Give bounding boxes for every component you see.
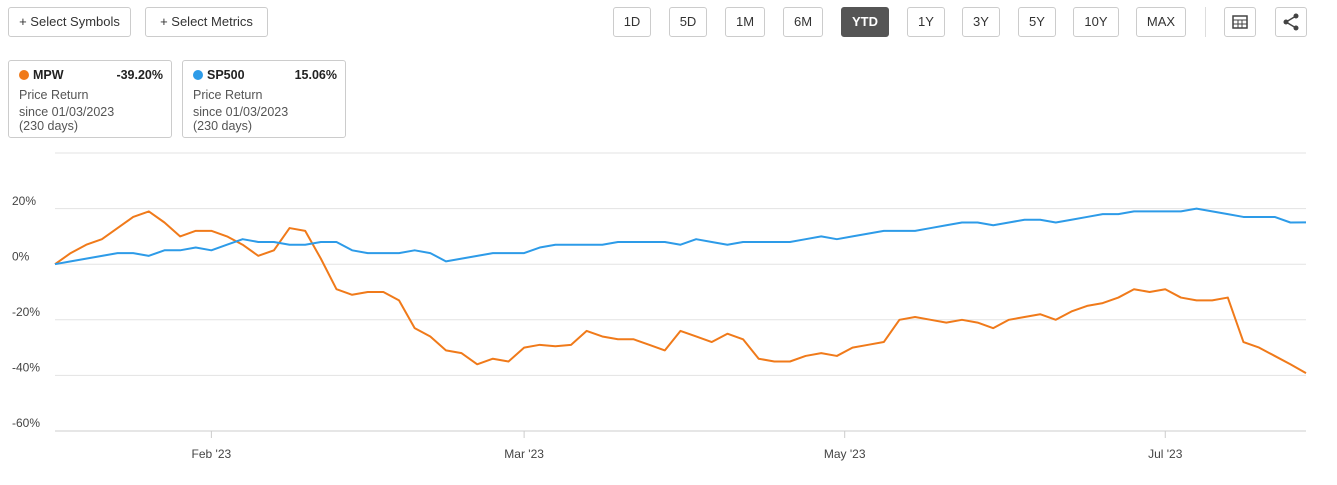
range-button[interactable]: 10Y [1073, 7, 1119, 37]
y-tick-label: -60% [12, 416, 40, 430]
legend-period: since 01/03/2023 (230 days) [19, 105, 114, 133]
legend-swatch [193, 70, 203, 80]
x-tick-label: May '23 [824, 447, 866, 461]
y-tick-label: -40% [12, 361, 40, 375]
share-button[interactable] [1275, 7, 1307, 37]
legend-card: SP500 15.06% Price Return since 01/03/2023(… [182, 60, 346, 138]
legend-label: MPW [33, 68, 64, 82]
legend-change: -39.20% [116, 68, 163, 82]
legend-since: since 01/03/2023 [19, 105, 115, 119]
line [54, 207, 1307, 266]
range-button[interactable]: 1M [725, 7, 765, 37]
range-button[interactable]: 5D [669, 7, 707, 37]
x-tick-label: Feb '23 [192, 447, 232, 461]
range-button[interactable]: 1D [613, 7, 651, 37]
y-tick-label: 20% [12, 194, 36, 208]
legend-days: (230 days) [19, 119, 79, 133]
range-button[interactable]: 3Y [962, 7, 1000, 37]
legend-label: SP500 [207, 68, 245, 82]
legend-name: MPW [19, 68, 64, 82]
select-metrics[interactable]: + Select Metrics [145, 7, 268, 37]
y-tick-label: -20% [12, 305, 40, 319]
legend-since: since 01/03/2023 [193, 105, 289, 119]
legend-swatch [19, 70, 29, 80]
x-tick-label: Mar '23 [504, 447, 544, 461]
line [54, 210, 1307, 375]
range-button[interactable]: 5Y [1018, 7, 1056, 37]
range-button[interactable]: 6M [783, 7, 823, 37]
select-symbols[interactable]: + Select Symbols [8, 7, 131, 37]
table-button[interactable] [1224, 7, 1256, 37]
range-button[interactable]: 1Y [907, 7, 945, 37]
legend-metric: Price Return [193, 88, 263, 102]
y-tick-label: 0% [12, 249, 30, 263]
x-tick-label: Jul '23 [1148, 447, 1183, 461]
range-button[interactable]: YTD [841, 7, 889, 37]
range-button[interactable]: MAX [1136, 7, 1186, 37]
separator [1205, 7, 1206, 37]
legend-card: MPW -39.20% Price Return since 01/03/2023 (2… [8, 60, 172, 138]
legend-days: (230 days) [193, 119, 253, 133]
legend-metric: Price Return [19, 88, 89, 102]
legend-name: SP500 [193, 68, 245, 82]
legend-period: since 01/03/2023 (230 days) [193, 105, 288, 133]
legend-change: 15.06% [294, 68, 337, 82]
